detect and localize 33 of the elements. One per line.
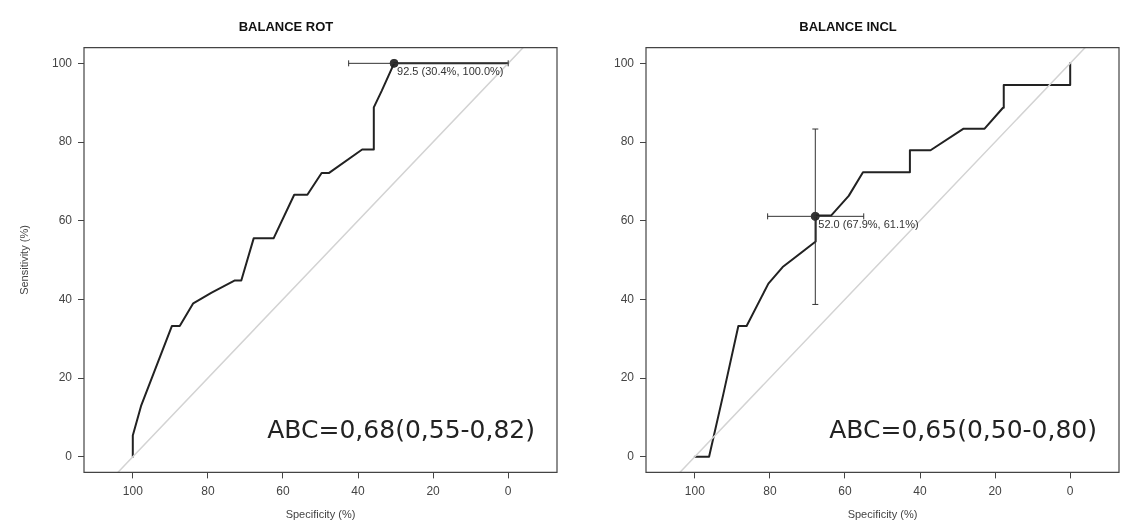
x-tick-label: 60: [276, 483, 290, 498]
y-tick-label: 40: [58, 291, 73, 306]
x-axis-title: Specificity (%): [285, 508, 356, 521]
y-tick-label: 20: [620, 370, 635, 385]
x-tick-label: 0: [504, 483, 512, 498]
y-tick-label: 100: [51, 55, 73, 70]
x-tick-label: 100: [684, 483, 706, 498]
x-tick-label: 80: [763, 483, 777, 498]
y-tick-label: 100: [613, 55, 635, 70]
annotation: ABC=0,68(0,55-0,82): [267, 415, 535, 445]
y-tick-label: 0: [65, 448, 73, 463]
x-tick-label: 20: [988, 483, 1003, 498]
x-tick-label: 0: [1066, 483, 1074, 498]
x-axis-title: Specificity (%): [847, 508, 918, 521]
chart-title: BALANCE INCL: [799, 19, 897, 35]
y-tick-label: 60: [620, 212, 635, 227]
y-tick-label: 0: [627, 448, 635, 463]
y-tick-label: 80: [620, 134, 635, 149]
x-tick-label: 60: [838, 483, 852, 498]
x-tick-label: 20: [426, 483, 441, 498]
y-tick-label: 40: [620, 291, 635, 306]
y-tick-label: 60: [58, 212, 73, 227]
y-tick-label: 80: [58, 134, 73, 149]
x-tick-label: 40: [913, 483, 928, 498]
annotation: 92.5 (30.4%, 100.0%): [397, 64, 504, 77]
y-axis-title: Sensitivity (%): [17, 225, 30, 295]
x-tick-label: 80: [201, 483, 215, 498]
x-tick-label: 100: [122, 483, 144, 498]
y-tick-label: 20: [58, 370, 73, 385]
annotation: ABC=0,65(0,50-0,80): [829, 415, 1097, 445]
annotation: 52.0 (67.9%, 61.1%): [818, 217, 919, 230]
chart-title: BALANCE ROT: [238, 19, 334, 35]
x-tick-label: 40: [351, 483, 366, 498]
